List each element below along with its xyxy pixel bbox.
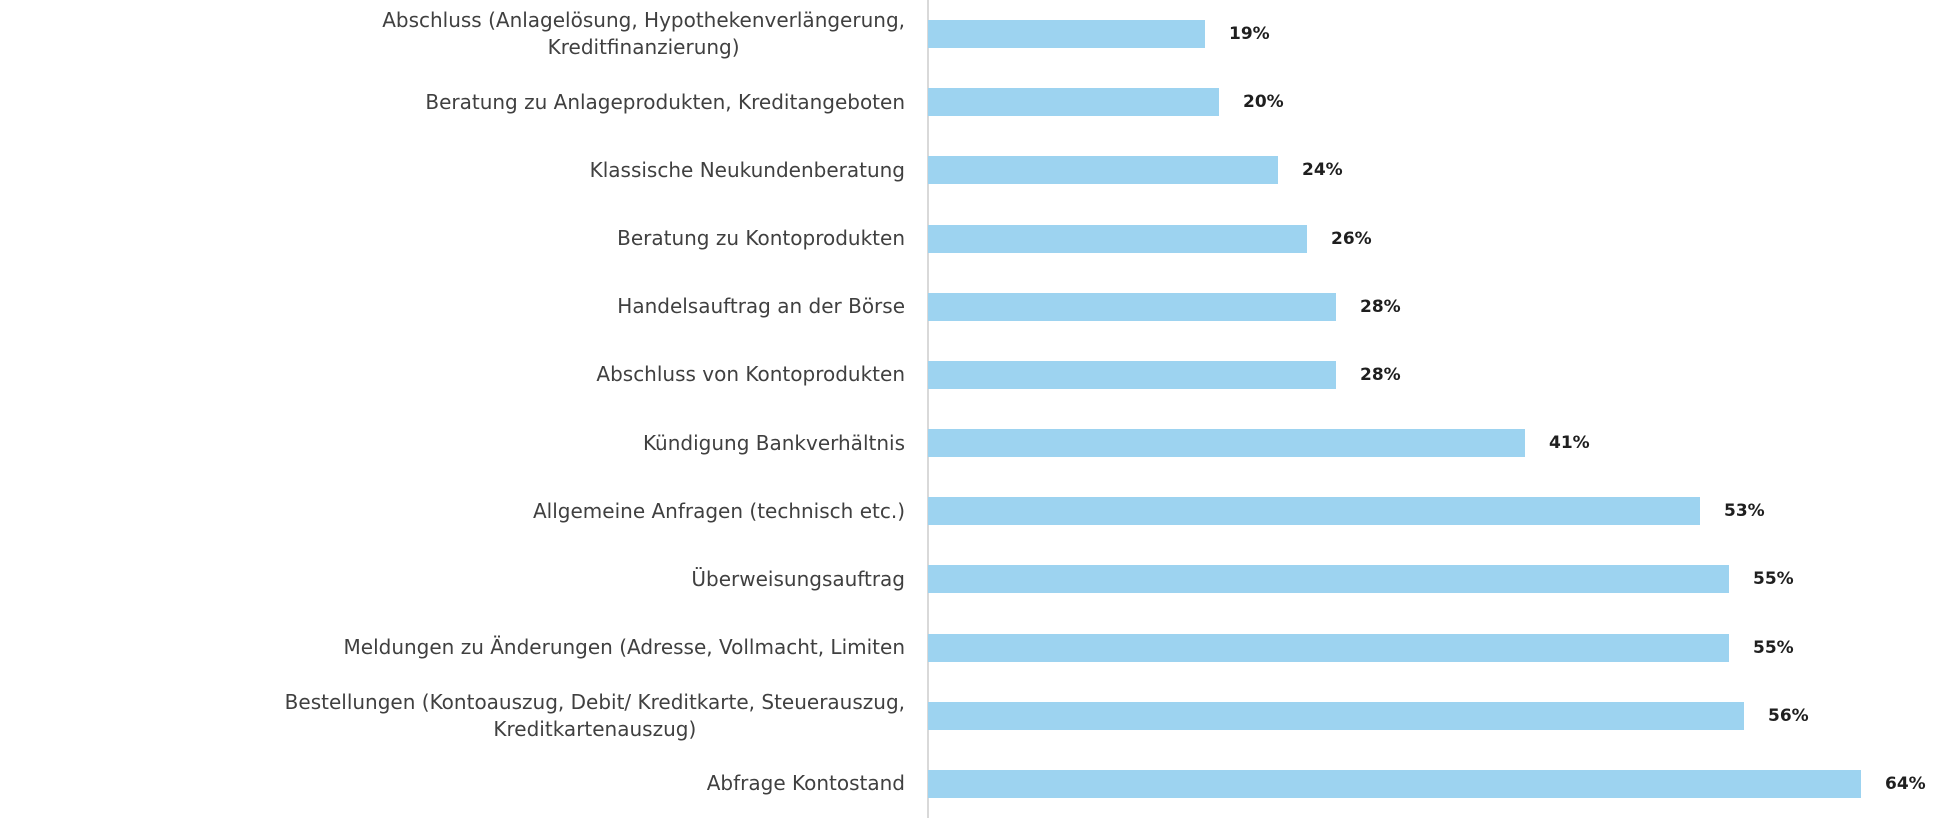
chart-row: Abfrage Kontostand 64% <box>0 750 1950 818</box>
category-label-cell: Beratung zu Anlageprodukten, Kreditangeb… <box>0 89 928 116</box>
plot-area: 53% <box>928 477 1950 545</box>
category-label: Beratung zu Anlageprodukten, Kreditangeb… <box>425 89 905 114</box>
plot-area: 19% <box>928 0 1950 68</box>
chart-row: Meldungen zu Änderungen (Adresse, Vollma… <box>0 614 1950 682</box>
bar <box>928 88 1219 117</box>
bar <box>928 497 1700 526</box>
category-axis-line <box>927 0 929 818</box>
value-label: 41% <box>1549 433 1590 454</box>
value-label: 20% <box>1243 92 1284 113</box>
chart-row: Klassische Neukundenberatung 24% <box>0 136 1950 204</box>
category-label-cell: Allgemeine Anfragen (technisch etc.) <box>0 498 928 525</box>
chart-row: Handelsauftrag an der Börse 28% <box>0 273 1950 341</box>
plot-area: 64% <box>928 750 1950 818</box>
value-label: 19% <box>1229 24 1270 45</box>
category-label-cell: Klassische Neukundenberatung <box>0 157 928 184</box>
plot-area: 55% <box>928 614 1950 682</box>
category-label: Kündigung Bankverhältnis <box>642 430 905 455</box>
category-label: Abschluss (Anlagelösung, Hypothekenverlä… <box>382 8 905 60</box>
value-label: 55% <box>1753 569 1794 590</box>
bar <box>928 156 1278 185</box>
chart-row: Kündigung Bankverhältnis 41% <box>0 409 1950 477</box>
category-label-cell: Abschluss von Kontoprodukten <box>0 361 928 388</box>
bar <box>928 565 1729 594</box>
category-label: Meldungen zu Änderungen (Adresse, Vollma… <box>343 635 905 660</box>
bar <box>928 360 1336 389</box>
category-label-cell: Kündigung Bankverhältnis <box>0 430 928 457</box>
chart-row: Beratung zu Anlageprodukten, Kreditangeb… <box>0 68 1950 136</box>
value-label: 28% <box>1360 296 1401 317</box>
chart-row: Abschluss von Kontoprodukten 28% <box>0 341 1950 409</box>
value-label: 64% <box>1885 773 1926 794</box>
chart-row: Allgemeine Anfragen (technisch etc.) 53% <box>0 477 1950 545</box>
bar <box>928 20 1205 49</box>
plot-area: 24% <box>928 136 1950 204</box>
plot-area: 56% <box>928 682 1950 750</box>
plot-area: 41% <box>928 409 1950 477</box>
bar <box>928 701 1744 730</box>
value-label: 55% <box>1753 637 1794 658</box>
bar <box>928 292 1336 321</box>
chart-row: Abschluss (Anlagelösung, Hypothekenverlä… <box>0 0 1950 68</box>
plot-area: 20% <box>928 68 1950 136</box>
value-label: 28% <box>1360 364 1401 385</box>
chart-row: Überweisungsauftrag 55% <box>0 545 1950 613</box>
bar <box>928 429 1525 458</box>
chart-row: Beratung zu Kontoprodukten 26% <box>0 205 1950 273</box>
category-label-cell: Bestellungen (Kontoauszug, Debit/ Kredit… <box>0 689 928 743</box>
bar <box>928 633 1729 662</box>
category-label: Abschluss von Kontoprodukten <box>596 362 905 387</box>
category-label-cell: Meldungen zu Änderungen (Adresse, Vollma… <box>0 634 928 661</box>
plot-area: 28% <box>928 341 1950 409</box>
chart-row: Bestellungen (Kontoauszug, Debit/ Kredit… <box>0 682 1950 750</box>
category-label-cell: Abfrage Kontostand <box>0 770 928 797</box>
category-label: Beratung zu Kontoprodukten <box>617 226 905 251</box>
category-label-cell: Beratung zu Kontoprodukten <box>0 225 928 252</box>
category-label-cell: Handelsauftrag an der Börse <box>0 293 928 320</box>
value-label: 24% <box>1302 160 1343 181</box>
category-label: Überweisungsauftrag <box>691 566 905 591</box>
bar <box>928 769 1861 798</box>
category-label: Klassische Neukundenberatung <box>589 157 905 182</box>
plot-area: 55% <box>928 545 1950 613</box>
value-label: 56% <box>1768 705 1809 726</box>
plot-area: 26% <box>928 205 1950 273</box>
plot-area: 28% <box>928 273 1950 341</box>
category-label: Allgemeine Anfragen (technisch etc.) <box>533 498 905 523</box>
category-label-cell: Überweisungsauftrag <box>0 566 928 593</box>
value-label: 26% <box>1331 228 1372 249</box>
category-label: Handelsauftrag an der Börse <box>617 294 905 319</box>
category-label: Abfrage Kontostand <box>706 771 905 796</box>
bar <box>928 224 1307 253</box>
category-label: Bestellungen (Kontoauszug, Debit/ Kredit… <box>284 689 905 741</box>
value-label: 53% <box>1724 501 1765 522</box>
category-label-cell: Abschluss (Anlagelösung, Hypothekenverlä… <box>0 7 928 61</box>
